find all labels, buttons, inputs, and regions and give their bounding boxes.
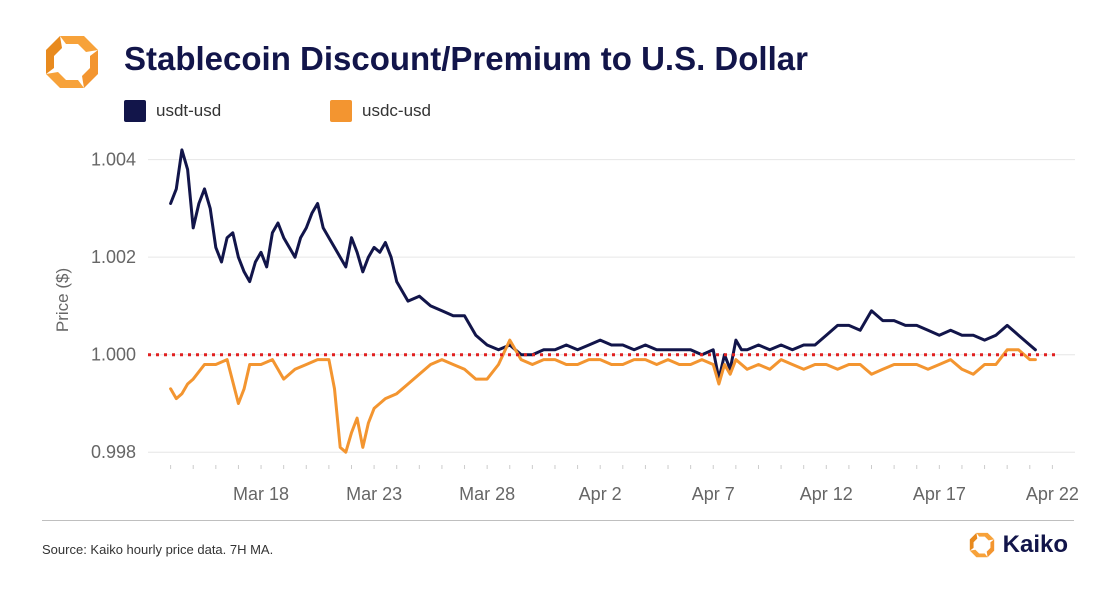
legend-item-usdt: usdt-usd [124, 100, 221, 122]
kaiko-brand-icon [969, 532, 994, 558]
x-tick-label: Apr 17 [913, 484, 966, 504]
kaiko-logo-icon [46, 36, 98, 88]
legend-item-usdc: usdc-usd [330, 100, 431, 122]
series-line-usdt-usd [169, 148, 1037, 381]
y-tick-label: 1.004 [91, 150, 136, 170]
x-tick-label: Mar 18 [233, 484, 289, 504]
x-tick-label: Apr 12 [800, 484, 853, 504]
x-tick-label: Mar 28 [459, 484, 515, 504]
footer-brand: Kaiko [967, 530, 1068, 560]
x-tick-label: Mar 23 [346, 484, 402, 504]
series-lines [169, 148, 1037, 454]
x-tick-labels: Mar 18 Mar 23 Mar 28 Apr 2 Apr 7 Apr 12 Apr 17… [170, 465, 1079, 504]
series-line-usdc-usd [169, 338, 1037, 454]
y-tick-label: 1.000 [91, 345, 136, 365]
y-tick-labels: 0.998 1.000 1.002 1.004 [91, 150, 136, 463]
y-tick-label: 1.002 [91, 247, 136, 267]
legend-label-usdt: usdt-usd [156, 101, 222, 120]
y-axis-label: Price ($) [53, 268, 72, 332]
x-tick-label: Apr 22 [1026, 484, 1079, 504]
y-tick-label: 0.998 [91, 442, 136, 462]
legend-label-usdc: usdc-usd [362, 101, 431, 120]
footer-divider [42, 520, 1074, 521]
x-tick-label: Apr 7 [692, 484, 735, 504]
source-note: Source: Kaiko hourly price data. 7H MA. [42, 542, 274, 557]
legend-swatch-usdt [124, 100, 146, 122]
legend-swatch-usdc [330, 100, 352, 122]
gridlines [148, 159, 1075, 453]
page-title: Stablecoin Discount/Premium to U.S. Doll… [124, 40, 808, 77]
x-tick-label: Apr 2 [579, 484, 622, 504]
brand-name: Kaiko [1002, 531, 1068, 558]
